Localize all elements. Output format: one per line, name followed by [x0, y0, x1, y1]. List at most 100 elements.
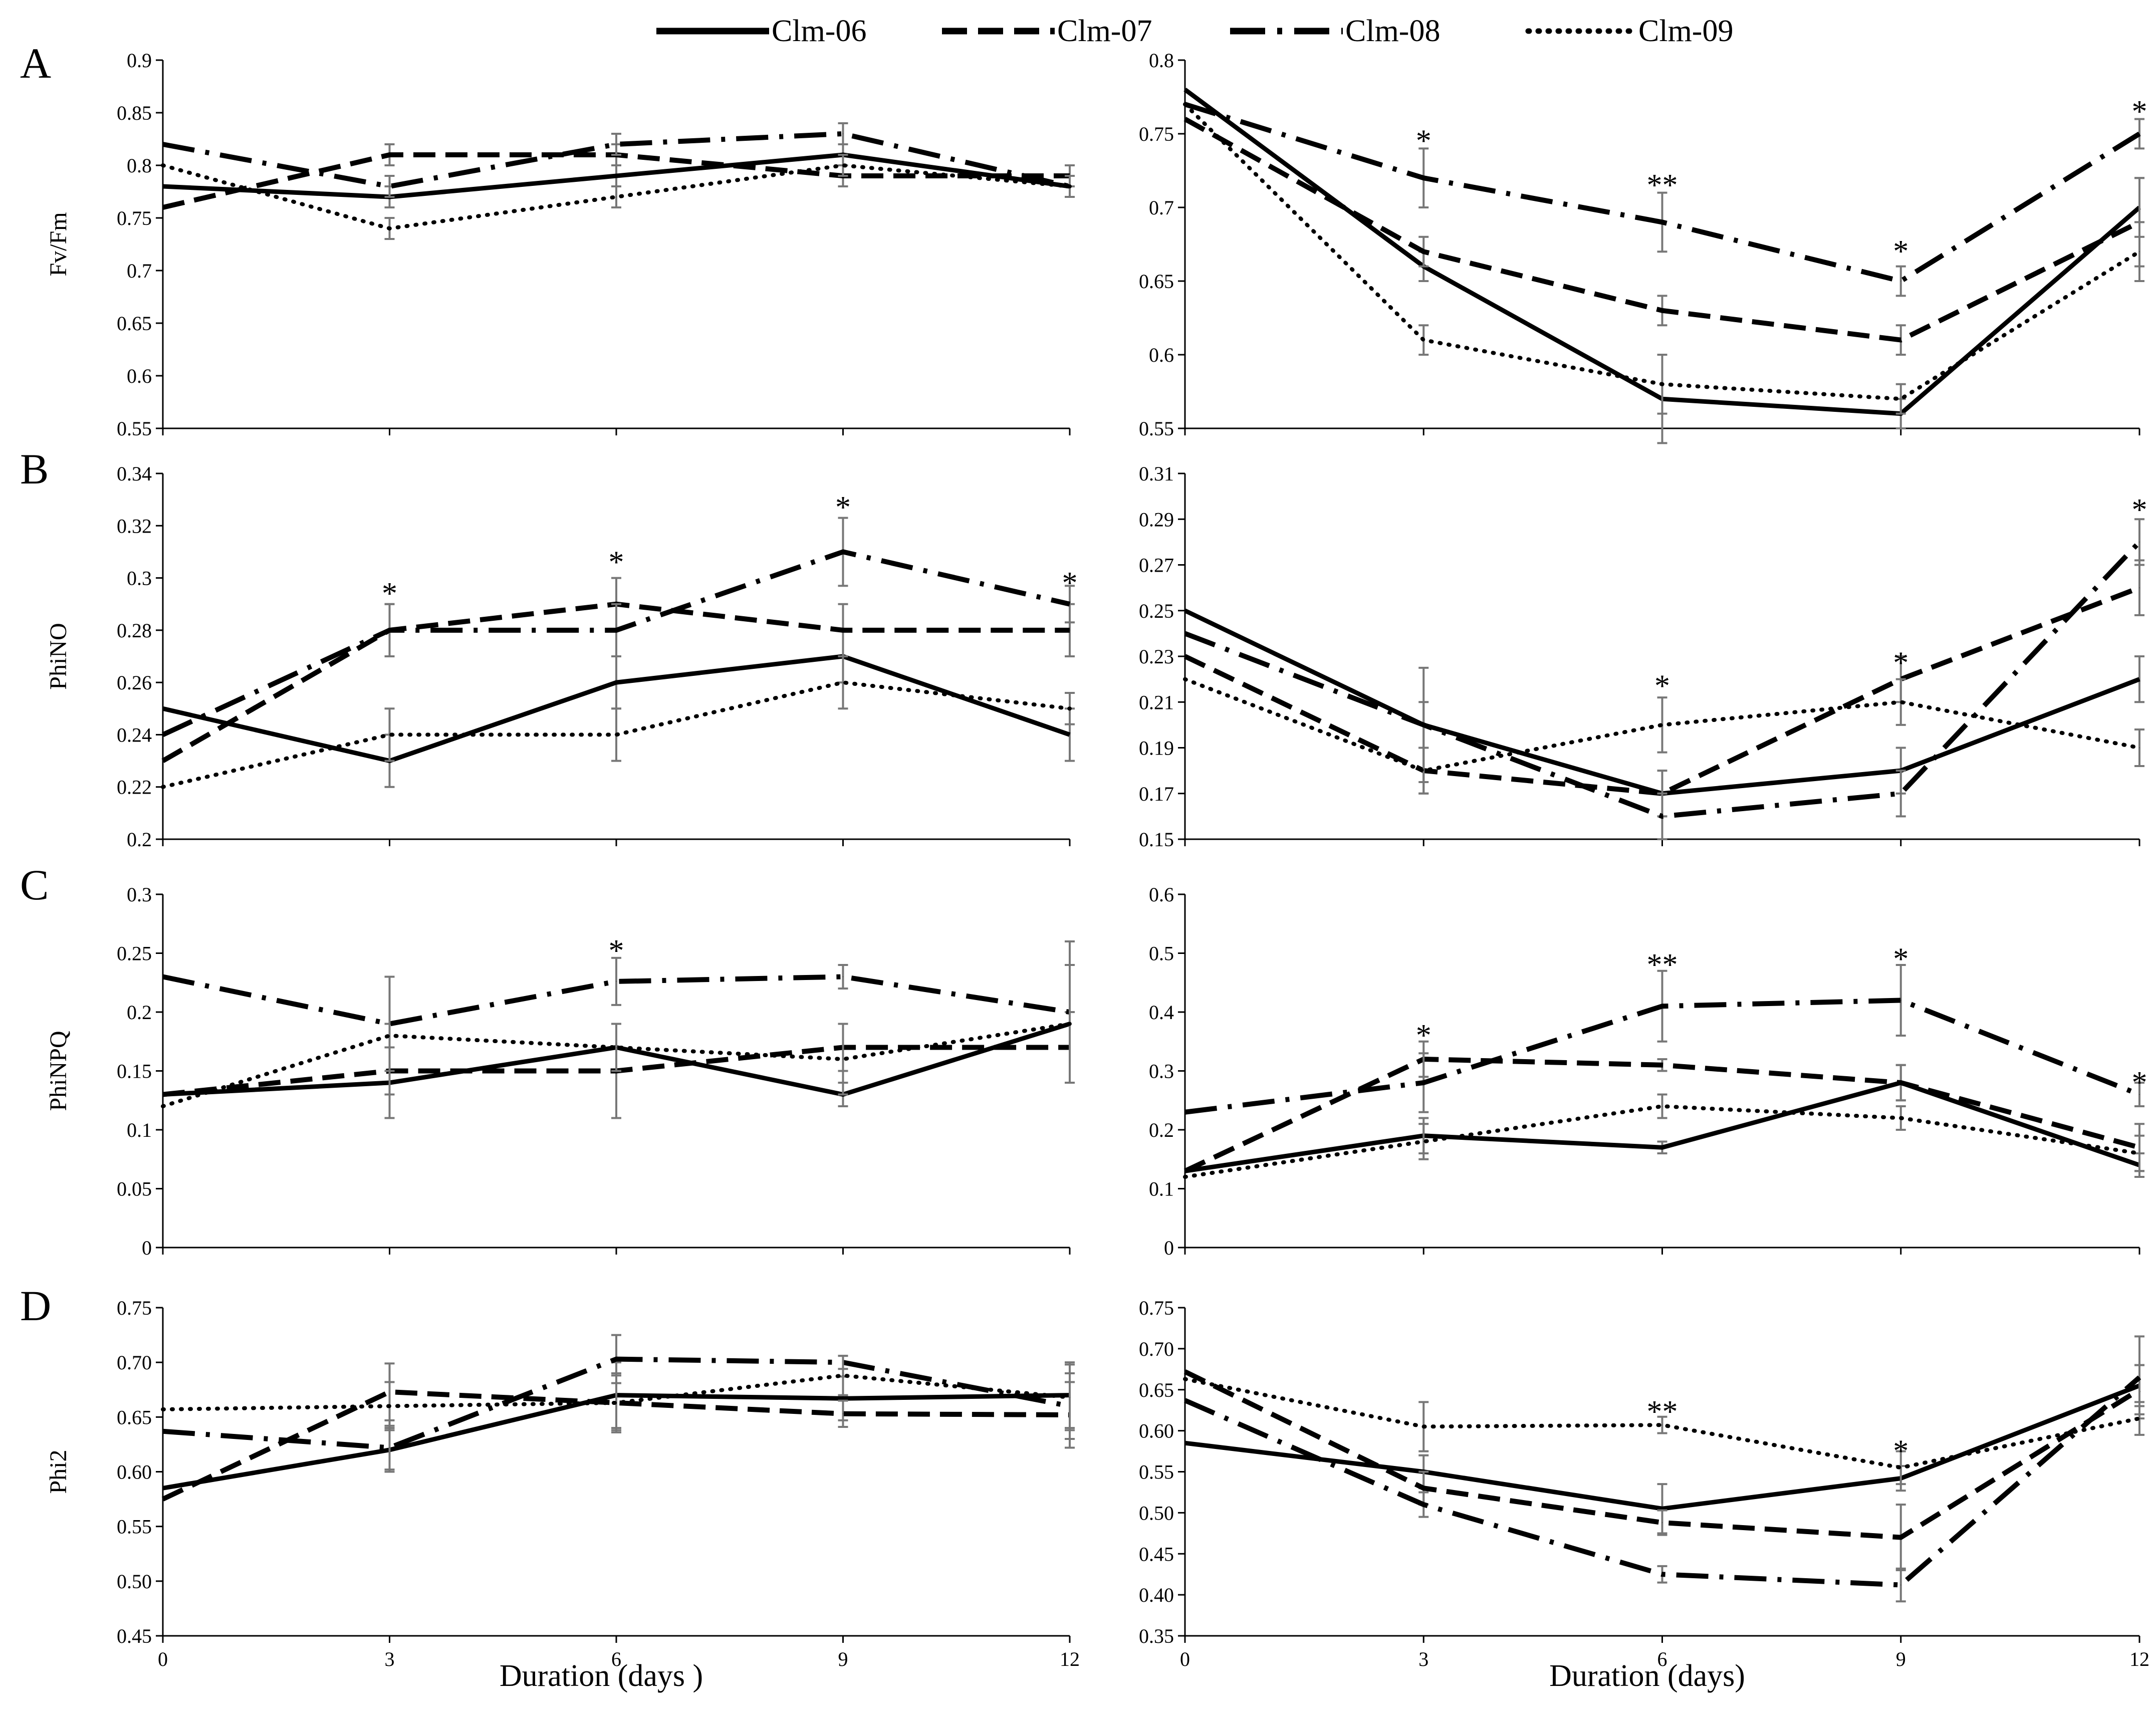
y-tick-label: 0.65 — [117, 312, 152, 335]
significance-marker: * — [2132, 1066, 2147, 1100]
x-tick-label: 6 — [611, 1648, 621, 1670]
significance-marker: * — [1893, 234, 1908, 269]
y-tick-label: 0.75 — [117, 207, 152, 229]
y-tick-label: 0.5 — [1149, 942, 1174, 965]
data-point — [1900, 1000, 1901, 1001]
x-tick-label: 12 — [2129, 1648, 2149, 1670]
series-line — [162, 974, 1070, 1027]
y-tick-label: 0.55 — [117, 417, 152, 440]
y-tick-label: 0.40 — [1139, 1584, 1174, 1606]
x-tick-label: 3 — [1418, 1648, 1428, 1670]
y-tick-label: 0.2 — [127, 828, 152, 851]
significance-marker: * — [382, 577, 397, 611]
series-clm-09 — [161, 1355, 1075, 1433]
chart-panels: 0.55 0.6 0.65 0.7 0.75 0.8 0.85 0.9 Fv/Fm 0.55 0.6… — [45, 49, 2149, 1693]
data-point — [389, 1447, 390, 1448]
series-line — [1183, 585, 2140, 796]
y-tick-label: 0.8 — [127, 154, 152, 177]
y-axis-title: PhiNO — [45, 623, 72, 689]
x-axis-title: Duration (days ) — [500, 1659, 703, 1693]
series-clm-06 — [162, 964, 1075, 1119]
panel-letter-d: D — [20, 1282, 51, 1330]
y-axis-title: PhiNPQ — [45, 1031, 72, 1111]
y-tick-label: 0.45 — [1139, 1543, 1174, 1565]
series-clm-08 — [1183, 1335, 2144, 1603]
significance-marker: * — [1893, 646, 1908, 680]
y-tick-label: 0.75 — [1139, 1297, 1174, 1319]
y-tick-label: 0.24 — [117, 723, 152, 746]
y-tick-label: 0.60 — [117, 1461, 152, 1484]
legend-item-clm-06: Clm-06 — [656, 14, 866, 48]
chart-D-right: 0.35 0.40 0.45 0.50 0.55 0.60 0.65 0.70 0.75 0 3 6 9… — [1139, 1297, 2149, 1693]
significance-marker: ** — [1647, 1395, 1678, 1429]
significance-marker: * — [2132, 493, 2147, 527]
data-point — [1900, 1537, 1901, 1538]
data-point — [616, 144, 617, 145]
chart-B-left: 0.2 0.22 0.24 0.26 0.28 0.3 0.32 0.34 PhiNO * * * * — [45, 462, 1078, 851]
series-clm-09 — [1183, 1377, 2144, 1486]
series-clm-09 — [161, 154, 1075, 240]
series-clm-09 — [1183, 102, 2144, 415]
y-tick-label: 0.22 — [117, 776, 152, 799]
y-tick-label: 0.7 — [1149, 196, 1174, 219]
y-tick-label: 0 — [142, 1237, 152, 1259]
significance-marker: * — [1416, 1019, 1431, 1053]
y-tick-label: 0.3 — [1149, 1060, 1174, 1083]
data-point — [616, 1402, 617, 1403]
significance-marker: * — [1062, 566, 1078, 600]
y-tick-label: 0.35 — [1139, 1625, 1174, 1647]
significance-marker: * — [609, 545, 624, 579]
y-tick-label: 0.70 — [117, 1351, 152, 1374]
y-tick-label: 0.50 — [1139, 1502, 1174, 1524]
y-tick-label: 0.4 — [1149, 1001, 1174, 1024]
y-tick-label: 0.25 — [1139, 600, 1174, 622]
data-point — [1900, 1467, 1901, 1468]
y-tick-label: 0.55 — [117, 1516, 152, 1538]
y-tick-label: 0.2 — [1149, 1119, 1174, 1141]
chart-A-right: 0.550.60.650.70.750.8***** — [1139, 49, 2147, 444]
chart-C-left: 0 0.05 0.1 0.15 0.2 0.25 0.3 PhiNPQ * — [45, 883, 1075, 1259]
data-point — [1423, 1141, 1424, 1142]
panel-letter-a: A — [20, 39, 51, 87]
x-tick-label: 0 — [1180, 1648, 1190, 1670]
y-tick-label: 0.15 — [1139, 828, 1174, 851]
y-tick-label: 0.23 — [1139, 645, 1174, 668]
significance-marker: * — [1893, 1434, 1908, 1468]
series-line — [161, 1022, 1072, 1108]
legend-label: Clm-08 — [1345, 14, 1440, 48]
legend-item-clm-09: Clm-09 — [1525, 14, 1733, 48]
data-point — [616, 682, 617, 683]
data-point — [2139, 1418, 2140, 1419]
data-point — [1900, 281, 1901, 282]
significance-marker: ** — [1647, 168, 1678, 202]
y-tick-label: 0.3 — [127, 883, 152, 906]
series-line — [1183, 1369, 2141, 1540]
data-point — [2139, 1153, 2140, 1154]
legend-item-clm-07: Clm-07 — [942, 14, 1152, 48]
series-clm-06 — [162, 1361, 1075, 1491]
legend: Clm-06 Clm-07 Clm-08 Clm-09 — [656, 14, 1733, 48]
y-tick-label: 0.6 — [1149, 344, 1174, 366]
y-tick-label: 0 — [1164, 1237, 1174, 1259]
y-tick-label: 0.65 — [1139, 270, 1174, 293]
y-tick-label: 0.8 — [1149, 49, 1174, 72]
y-tick-label: 0.45 — [117, 1625, 152, 1647]
series-line — [161, 1389, 1070, 1502]
series-clm-09 — [1183, 1093, 2144, 1179]
x-tick-label: 9 — [1896, 1648, 1906, 1670]
significance-marker: * — [609, 934, 624, 968]
y-tick-label: 0.15 — [117, 1060, 152, 1083]
significance-marker: * — [1416, 124, 1431, 158]
data-point — [2139, 1094, 2140, 1095]
chart-C-right: 00.10.20.30.40.50.6*** ** — [1149, 883, 2147, 1259]
data-point — [389, 228, 390, 229]
data-point — [1423, 724, 1424, 725]
y-tick-label: 0.70 — [1139, 1338, 1174, 1360]
y-tick-label: 0.21 — [1139, 691, 1174, 713]
series-line — [161, 163, 1072, 230]
y-tick-label: 0.65 — [1139, 1379, 1174, 1401]
y-tick-label: 0.27 — [1139, 554, 1174, 577]
x-axis-title: Duration (days) — [1549, 1659, 1745, 1693]
y-tick-label: 0.26 — [117, 671, 152, 694]
